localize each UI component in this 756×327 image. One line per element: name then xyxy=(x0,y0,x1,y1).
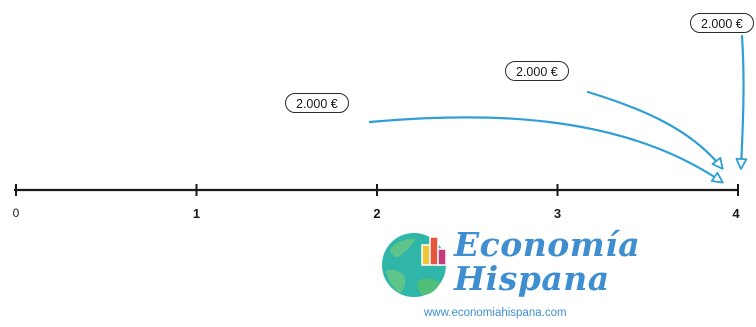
payment-arrow-period-4 xyxy=(735,34,748,170)
timeline-tick-label-0: 0 xyxy=(12,206,20,220)
payment-amount-label-period-3: 2.000 € xyxy=(505,61,569,81)
globe-logo-icon xyxy=(382,233,447,297)
logo-word-economia: Economía xyxy=(454,225,641,264)
timeline-tick-label-1: 1 xyxy=(192,206,201,221)
logo-word-hispana: Hispana xyxy=(454,259,610,298)
timeline-tick-label-2: 2 xyxy=(373,206,381,221)
timeline-tick-label-3: 3 xyxy=(553,206,562,221)
payment-amount-label-period-4: 2.000 € xyxy=(690,13,754,33)
payment-amount-label-period-2: 2.000 € xyxy=(285,93,349,113)
payment-arrow-period-3 xyxy=(586,90,724,170)
economia-hispana-logo: Economía Hispana www.economiahispana.com xyxy=(378,225,640,327)
timeline-tick-label-4: 4 xyxy=(732,206,740,221)
logo-website-url: www.economiahispana.com xyxy=(424,307,567,319)
payment-arrow-period-2 xyxy=(368,116,724,184)
